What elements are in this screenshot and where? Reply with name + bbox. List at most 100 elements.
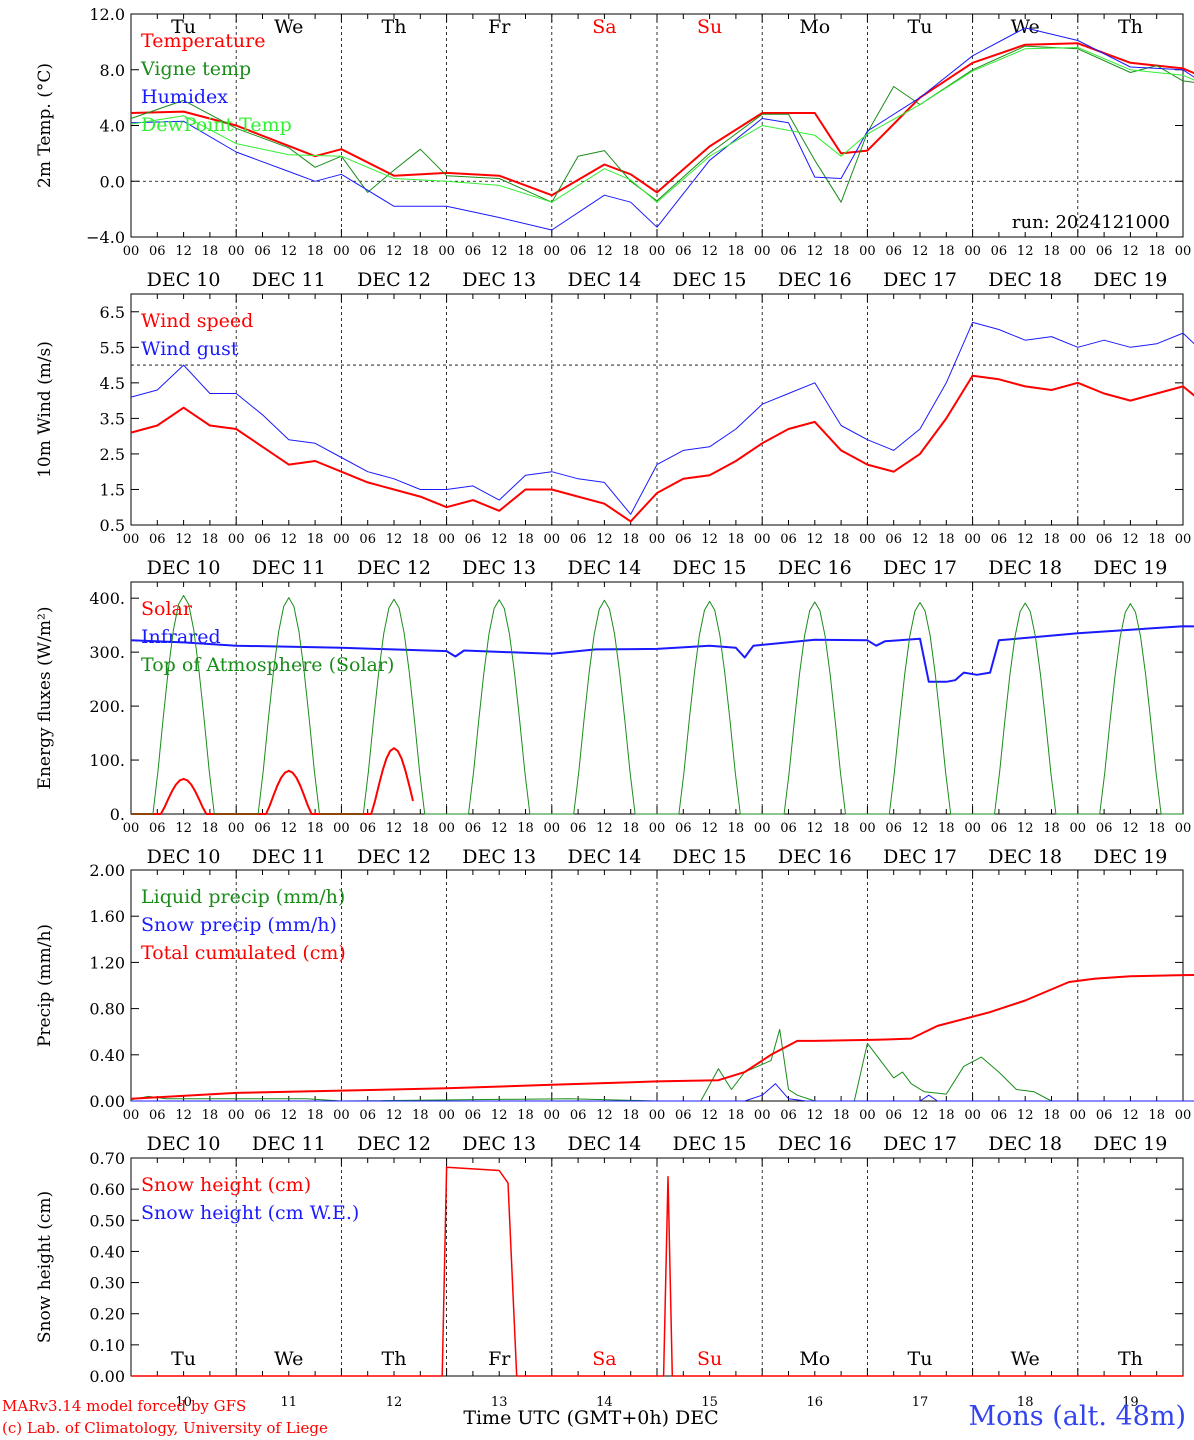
legend-entry: Top of Atmosphere (Solar) (141, 654, 394, 676)
series-line-snow-height-cm- (131, 1166, 1183, 1377)
legend-entry: Snow precip (mm/h) (141, 914, 337, 936)
hour-tick-label: 18 (1043, 821, 1060, 836)
hour-tick-label: 00 (544, 821, 561, 836)
y-tick-label: 0.30 (89, 1274, 125, 1293)
hour-tick-label: 12 (281, 532, 298, 547)
hour-tick-label: 12 (491, 1108, 508, 1123)
hour-tick-label: 00 (333, 821, 350, 836)
hour-tick-label: 00 (649, 1108, 666, 1123)
y-tick-label: 4.0 (100, 117, 125, 136)
hour-tick-label: 06 (465, 821, 482, 836)
hour-tick-label: 06 (885, 1108, 902, 1123)
hour-tick-label: 00 (438, 1108, 455, 1123)
hour-tick-label: 12 (1017, 821, 1034, 836)
hour-tick-label: 12 (596, 244, 613, 259)
hour-tick-label: 00 (438, 821, 455, 836)
weekday-label: Fr (488, 16, 511, 38)
y-tick-label: 2.00 (89, 861, 125, 880)
credit-lab-text: (c) Lab. of Climatology, University of L… (2, 1419, 328, 1437)
hour-tick-label: 00 (1070, 532, 1087, 547)
weekday-label: We (1011, 1348, 1040, 1370)
hour-tick-label: 00 (544, 244, 561, 259)
date-label: DEC 17 (883, 557, 957, 579)
date-label: DEC 12 (357, 1133, 431, 1155)
hour-tick-label: 12 (701, 532, 718, 547)
weekday-label: We (274, 16, 303, 38)
day-number-label: 19 (1122, 1395, 1139, 1410)
day-number-label: 18 (1017, 1395, 1034, 1410)
date-label: DEC 17 (883, 1133, 957, 1155)
hour-tick-label: 06 (465, 1108, 482, 1123)
hour-tick-label: 06 (465, 532, 482, 547)
hour-tick-label: 12 (386, 532, 403, 547)
hour-tick-label: 00 (1070, 1108, 1087, 1123)
date-label: DEC 18 (988, 846, 1062, 868)
hour-tick-label: 12 (596, 821, 613, 836)
hour-tick-label: 18 (1043, 1108, 1060, 1123)
y-tick-label: 0.10 (89, 1336, 125, 1355)
y-tick-label: 300. (89, 643, 125, 662)
day-number-label: 16 (807, 1395, 824, 1410)
hour-tick-label: 12 (175, 1108, 192, 1123)
hour-tick-label: 06 (570, 821, 587, 836)
hour-tick-label: 18 (833, 1108, 850, 1123)
series-line-wind-speed (130, 374, 1194, 523)
hour-tick-label: 12 (701, 244, 718, 259)
hour-tick-label: 12 (175, 532, 192, 547)
hour-tick-label: 00 (964, 1108, 981, 1123)
date-label: DEC 14 (567, 1133, 641, 1155)
weekday-label: Tu (908, 1348, 933, 1370)
series-line-solar (131, 747, 414, 815)
hour-tick-label: 12 (1017, 1108, 1034, 1123)
date-label: DEC 11 (252, 1133, 326, 1155)
hour-tick-label: 12 (701, 1108, 718, 1123)
legend-entry: Temperature (141, 30, 265, 52)
y-tick-label: 100. (89, 751, 125, 770)
hour-tick-label: 00 (123, 821, 140, 836)
hour-tick-label: 12 (596, 1108, 613, 1123)
weekday-label: Th (382, 16, 407, 38)
series-line-wind-gust (130, 321, 1194, 515)
x-axis-label: Time UTC (GMT+0h) DEC (463, 1407, 718, 1429)
date-label: DEC 11 (252, 269, 326, 291)
hour-tick-label: 12 (491, 244, 508, 259)
hour-tick-label: 06 (149, 532, 166, 547)
y-tick-label: 4.5 (100, 374, 125, 393)
hour-tick-label: 00 (228, 1108, 245, 1123)
hour-tick-label: 06 (254, 532, 271, 547)
chart-panel-1: −4.0 0.0 4.0 8.0 12.0 2m Temp. (°C) 00 06 12 18 DE… (35, 5, 1194, 291)
legend-entry: Humidex (141, 86, 228, 108)
chart-panel-5: 0.00 0.10 0.20 0.30 0.40 0.50 0.60 0.70 Snow hei… (35, 1149, 1184, 1429)
series-line-infrared (130, 625, 1194, 683)
hour-tick-label: 18 (412, 532, 429, 547)
hour-tick-label: 18 (833, 532, 850, 547)
run-label: run: 2024121000 (1012, 212, 1170, 233)
station-name: Mons (alt. 48m) (968, 1401, 1186, 1432)
hour-tick-label: 00 (1070, 821, 1087, 836)
hour-tick-label: 18 (1043, 244, 1060, 259)
y-tick-label: 1.20 (89, 953, 125, 972)
date-label: DEC 10 (147, 1133, 221, 1155)
hour-tick-label: 00 (228, 244, 245, 259)
hour-tick-label: 00 (1175, 532, 1192, 547)
hour-tick-label: 18 (412, 244, 429, 259)
weekday-label: Th (382, 1348, 407, 1370)
y-tick-label: 0.60 (89, 1180, 125, 1199)
hour-tick-label: 12 (1122, 532, 1139, 547)
date-label: DEC 18 (988, 1133, 1062, 1155)
hour-tick-label: 18 (517, 821, 534, 836)
hour-tick-label: 12 (701, 821, 718, 836)
y-tick-label: 0. (110, 805, 125, 824)
hour-tick-label: 18 (1148, 244, 1165, 259)
legend-entry: Solar (141, 598, 193, 620)
date-label: DEC 16 (778, 557, 852, 579)
date-label: DEC 18 (988, 269, 1062, 291)
hour-tick-label: 00 (333, 532, 350, 547)
hour-tick-label: 06 (1096, 244, 1113, 259)
hour-tick-label: 00 (754, 532, 771, 547)
hour-tick-label: 12 (281, 821, 298, 836)
hour-tick-label: 12 (175, 244, 192, 259)
hour-tick-label: 06 (1096, 1108, 1113, 1123)
weekday-label: Tu (171, 1348, 196, 1370)
y-tick-label: 12.0 (89, 5, 125, 24)
